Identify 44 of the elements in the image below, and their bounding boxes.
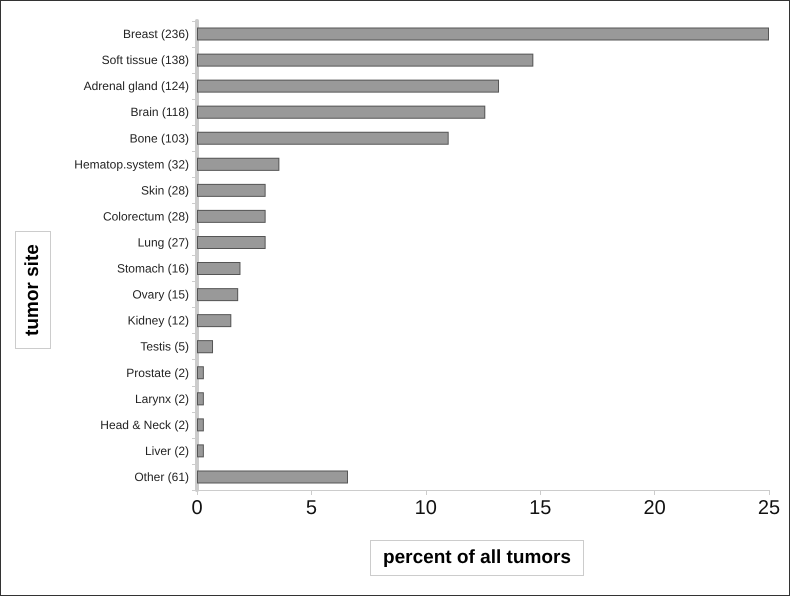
bar (197, 28, 769, 41)
bar (197, 132, 449, 145)
bar (197, 54, 534, 67)
bar (197, 314, 232, 328)
y-tick-label: Skin (28) (140, 183, 189, 198)
y-tick-label: Kidney (12) (128, 314, 189, 328)
y-tick-label: Ovary (15) (132, 288, 189, 302)
bar (197, 444, 204, 458)
y-tick-label: Bone (103) (130, 131, 189, 146)
bar (197, 392, 204, 406)
bar (197, 340, 214, 354)
bar (197, 158, 280, 171)
y-tick-label: Lung (27) (138, 235, 189, 250)
x-tick-label: 20 (643, 497, 666, 519)
y-tick-label: Breast (236) (122, 27, 189, 42)
x-tick-label: 0 (191, 497, 203, 519)
bar (197, 418, 204, 432)
y-tick-label: Stomach (16) (116, 262, 189, 276)
bar (197, 236, 266, 249)
y-axis-title: tumor site (15, 231, 51, 349)
y-tick-label: Head & Neck (2) (100, 418, 189, 432)
y-tick-label: Hematop.system (32) (74, 157, 190, 172)
bar (197, 262, 240, 276)
y-tick-label: Testis (5) (140, 340, 189, 354)
y-tick-label: Brain (118) (130, 105, 189, 120)
x-axis-title: percent of all tumors (370, 540, 584, 576)
x-tick-label: 15 (529, 497, 552, 519)
x-tick-label: 10 (414, 497, 437, 519)
x-tick-label: 5 (306, 497, 317, 519)
y-tick-label: Prostate (2) (126, 366, 189, 380)
y-tick-label: Soft tissue (138) (102, 53, 190, 68)
y-tick-label: Colorectum (28) (102, 209, 189, 224)
bar (197, 288, 238, 302)
y-tick-label: Liver (2) (144, 444, 189, 458)
bar (197, 184, 266, 197)
bar (197, 80, 500, 93)
bar (197, 470, 348, 484)
x-tick-label: 25 (758, 497, 780, 519)
y-tick-label: Adrenal gland (124) (84, 79, 189, 94)
y-tick-label: Other (61) (134, 470, 189, 484)
bar (197, 210, 266, 223)
bar (197, 106, 486, 119)
y-tick-label: Larynx (2) (134, 392, 189, 406)
bar (197, 366, 204, 380)
